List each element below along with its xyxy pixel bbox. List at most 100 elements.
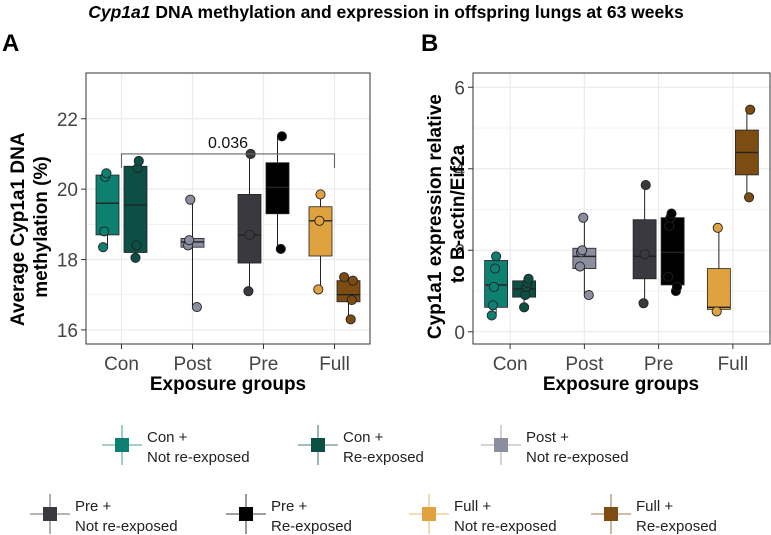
legend-label-line2: Not re-exposed (454, 518, 557, 535)
data-point (583, 290, 594, 301)
legend-label-line1: Con + (343, 429, 384, 446)
box-con-not-re-exposed (95, 174, 120, 236)
data-point (664, 220, 675, 231)
data-point (489, 263, 501, 274)
y-tick-label: 6 (454, 78, 465, 99)
data-point (133, 155, 144, 167)
panel-a-ylabel: Average Cyp1a1 DNA methylation (%) (8, 128, 52, 326)
data-point (520, 290, 531, 301)
data-point (346, 294, 357, 306)
y-tick-label: 18 (57, 251, 78, 272)
data-point (313, 284, 324, 295)
x-tick-label: Con (104, 354, 139, 375)
box-pre-not-re-exposed (632, 219, 657, 280)
legend-key-square (43, 507, 57, 521)
legend-label-line2: Re-exposed (636, 518, 717, 535)
legend-label-line1: Full + (454, 498, 491, 515)
y-tick-label: 4 (454, 160, 465, 181)
legend-label-line2: Re-exposed (343, 449, 424, 466)
legend-key-3 (30, 494, 70, 534)
data-point (519, 302, 530, 313)
legend-key-0 (102, 425, 142, 465)
box-full-not-re-exposed (308, 206, 333, 257)
panel-a-letter: A (2, 30, 19, 57)
legend-key-square (239, 507, 253, 521)
x-tick-label: Pre (644, 354, 674, 375)
data-point (130, 252, 141, 263)
box-pre-re-exposed (265, 162, 290, 215)
panel-a-xlabel: Exposure groups (150, 374, 306, 395)
x-tick-label: Con (493, 354, 528, 375)
data-point (314, 215, 325, 226)
data-point (671, 281, 683, 292)
x-tick-label: Pre (249, 354, 279, 375)
data-point (131, 240, 142, 251)
legend-key-6 (591, 494, 631, 534)
x-tick-label: Post (565, 354, 604, 375)
data-point (488, 281, 499, 292)
data-point (275, 243, 286, 255)
legend-label-line1: Pre + (75, 498, 112, 515)
data-point (577, 245, 588, 256)
y-tick-label: 22 (57, 110, 78, 131)
y-tick-label: 2 (454, 241, 465, 262)
data-point (243, 286, 254, 297)
data-point (276, 131, 287, 142)
y-tick-label: 20 (57, 180, 78, 201)
significance-bracket (120, 153, 336, 168)
legend-key-1 (298, 425, 338, 465)
legend-label-line1: Pre + (271, 498, 308, 515)
legend-key-5 (409, 494, 449, 534)
panel-b-letter: B (421, 30, 438, 57)
data-point (666, 208, 677, 219)
legend-key-square (422, 507, 436, 521)
data-point (711, 306, 722, 317)
data-point (347, 275, 358, 286)
figure-title: Cyp1a1 DNA methylation and expression in… (88, 2, 684, 22)
data-point (184, 235, 195, 246)
data-point (191, 301, 202, 313)
data-point (523, 273, 534, 284)
legend-label-line1: Post + (526, 429, 569, 446)
data-point (640, 180, 651, 191)
legend-label-line2: Re-exposed (271, 518, 352, 535)
data-point (574, 261, 586, 272)
data-point (663, 271, 674, 282)
legend-label-line2: Not re-exposed (526, 449, 629, 466)
legend-label-line1: Full + (636, 498, 673, 515)
legend-key-square (115, 438, 129, 452)
box-con-re-exposed (123, 165, 148, 253)
panel-a-chart: 16 18 20 22 Con Post Pre Full 0.036 (57, 72, 371, 375)
legend-label-line2: Not re-exposed (75, 518, 178, 535)
legend-label-line2: Not re-exposed (147, 449, 250, 466)
data-point (315, 189, 326, 200)
significance-label: 0.036 (208, 135, 248, 152)
data-point (101, 168, 112, 179)
legend: Con + Not re-exposed Con + Re-exposed Post +… (30, 425, 717, 535)
data-point (486, 310, 497, 321)
data-point (745, 104, 756, 115)
panel-b-ylabel: Cyp1a1 expression relative to B-actin/Ei… (425, 89, 469, 339)
data-point (578, 212, 589, 223)
x-tick-label: Post (173, 354, 212, 375)
data-point (185, 194, 196, 205)
legend-key-4 (226, 494, 266, 534)
x-tick-label: Full (718, 354, 749, 375)
data-point (744, 192, 755, 203)
legend-label-line1: Con + (147, 429, 188, 446)
legend-key-2 (481, 425, 521, 465)
panel-border (472, 72, 771, 345)
panel-border (85, 72, 371, 345)
data-point (339, 272, 350, 283)
data-point (98, 242, 109, 253)
data-point (244, 229, 255, 240)
data-point (345, 314, 356, 325)
data-point (639, 249, 650, 260)
box-pre-not-re-exposed (237, 194, 262, 264)
data-point (99, 226, 110, 237)
legend-key-square (604, 507, 618, 521)
data-point (712, 222, 723, 233)
data-point (638, 298, 649, 309)
panel-b-chart: 0 2 4 6 Con Post Pre Full (454, 72, 771, 375)
box-full-not-re-exposed (706, 268, 731, 310)
